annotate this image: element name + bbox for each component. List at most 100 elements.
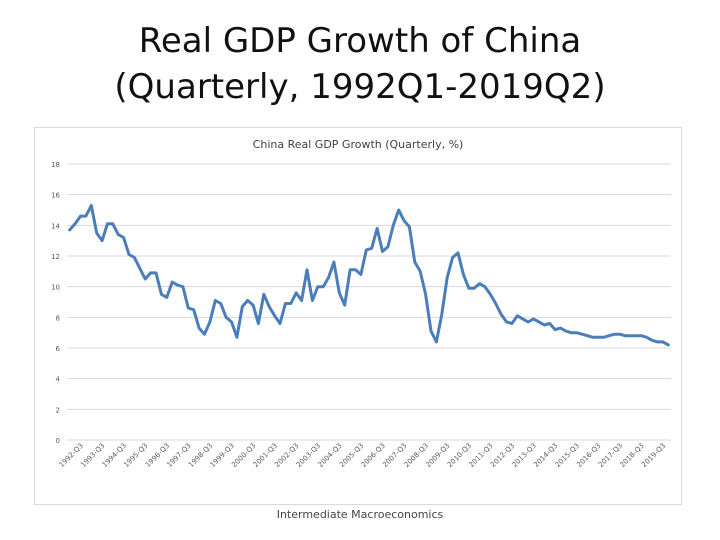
y-tick-label: 0 bbox=[56, 437, 60, 445]
data-point bbox=[629, 334, 632, 337]
data-point bbox=[166, 296, 168, 299]
data-point bbox=[559, 327, 562, 329]
y-tick-label: 2 bbox=[56, 406, 60, 414]
data-point bbox=[473, 287, 476, 289]
data-point bbox=[446, 276, 449, 279]
data-point bbox=[435, 341, 438, 343]
data-point bbox=[478, 282, 481, 285]
data-point bbox=[484, 285, 486, 288]
data-point bbox=[468, 287, 470, 289]
data-point bbox=[230, 321, 233, 323]
data-point bbox=[273, 315, 276, 317]
data-point bbox=[160, 293, 163, 296]
data-point bbox=[430, 330, 432, 332]
data-point bbox=[322, 285, 325, 288]
data-point bbox=[602, 336, 605, 339]
data-point bbox=[570, 331, 572, 334]
data-point bbox=[397, 209, 400, 211]
data-point bbox=[128, 253, 130, 256]
data-point bbox=[295, 292, 298, 294]
data-point bbox=[155, 272, 157, 274]
data-point bbox=[538, 321, 540, 323]
data-point bbox=[414, 261, 416, 263]
data-point bbox=[511, 322, 513, 325]
series-line-real-gdp-growth bbox=[68, 203, 670, 347]
data-point bbox=[290, 302, 292, 305]
data-point bbox=[365, 249, 368, 251]
data-point bbox=[225, 316, 227, 319]
data-point bbox=[300, 299, 303, 302]
data-point bbox=[489, 293, 492, 296]
data-point bbox=[387, 246, 389, 248]
data-point bbox=[381, 250, 384, 253]
x-axis-ticks: 1992-Q31993-Q31994-Q31995-Q31996-Q31997-… bbox=[58, 442, 668, 469]
chart-title: China Real GDP Growth (Quarterly, %) bbox=[253, 138, 464, 151]
data-point bbox=[516, 315, 519, 317]
data-point bbox=[505, 321, 508, 323]
y-tick-label: 6 bbox=[56, 345, 61, 353]
data-point bbox=[575, 331, 578, 334]
data-point bbox=[209, 321, 211, 323]
data-point bbox=[586, 334, 589, 337]
data-point bbox=[214, 299, 217, 302]
data-point bbox=[252, 304, 254, 306]
data-point bbox=[592, 336, 594, 339]
data-point bbox=[451, 256, 454, 259]
data-point bbox=[284, 302, 287, 305]
data-point bbox=[500, 313, 502, 316]
data-point bbox=[532, 318, 535, 320]
data-point bbox=[219, 302, 222, 305]
data-point bbox=[192, 308, 195, 311]
data-point bbox=[241, 305, 244, 308]
footer-text: Intermediate Macroeconomics bbox=[276, 508, 444, 521]
y-tick-label: 16 bbox=[51, 192, 60, 200]
data-point bbox=[171, 281, 173, 283]
data-point bbox=[349, 269, 351, 271]
data-point bbox=[268, 305, 270, 308]
data-point bbox=[370, 247, 373, 250]
data-point bbox=[236, 336, 238, 339]
data-point bbox=[462, 273, 465, 276]
data-point bbox=[360, 273, 362, 276]
data-point bbox=[257, 322, 260, 325]
data-point bbox=[74, 223, 76, 225]
data-point bbox=[263, 293, 265, 296]
data-point bbox=[441, 313, 443, 316]
y-tick-label: 12 bbox=[51, 253, 60, 261]
data-point bbox=[246, 299, 249, 302]
data-point bbox=[333, 261, 335, 263]
data-point bbox=[79, 215, 82, 217]
chart-frame: China Real GDP Growth (Quarterly, %) 0 2 4… bbox=[34, 127, 682, 505]
data-point bbox=[338, 292, 341, 294]
data-point bbox=[543, 324, 546, 326]
data-point bbox=[306, 269, 308, 271]
slide-title: Real GDP Growth of China (Quarterly, 199… bbox=[0, 18, 720, 110]
data-point bbox=[106, 223, 109, 225]
data-point bbox=[656, 341, 659, 343]
data-point bbox=[376, 227, 378, 230]
data-point bbox=[133, 256, 136, 259]
y-tick-label: 4 bbox=[56, 376, 61, 384]
y-tick-label: 8 bbox=[56, 314, 60, 322]
data-point bbox=[608, 334, 610, 337]
data-point bbox=[203, 333, 206, 335]
grid-lines bbox=[67, 163, 671, 441]
data-point bbox=[139, 267, 141, 270]
data-point bbox=[494, 302, 497, 305]
data-point bbox=[581, 333, 583, 335]
data-point bbox=[144, 278, 146, 280]
data-point bbox=[95, 232, 98, 234]
slide-title-line-2: (Quarterly, 1992Q1-2019Q2) bbox=[114, 67, 606, 107]
data-point bbox=[554, 328, 556, 331]
data-point bbox=[548, 322, 551, 325]
data-point bbox=[354, 269, 357, 271]
data-point bbox=[85, 215, 87, 217]
data-point bbox=[403, 219, 405, 222]
data-point bbox=[619, 333, 621, 335]
data-point bbox=[311, 299, 314, 302]
series-layer bbox=[68, 203, 670, 347]
data-point bbox=[198, 327, 200, 329]
data-point bbox=[317, 285, 319, 288]
data-point bbox=[279, 322, 281, 325]
data-point bbox=[651, 339, 653, 342]
